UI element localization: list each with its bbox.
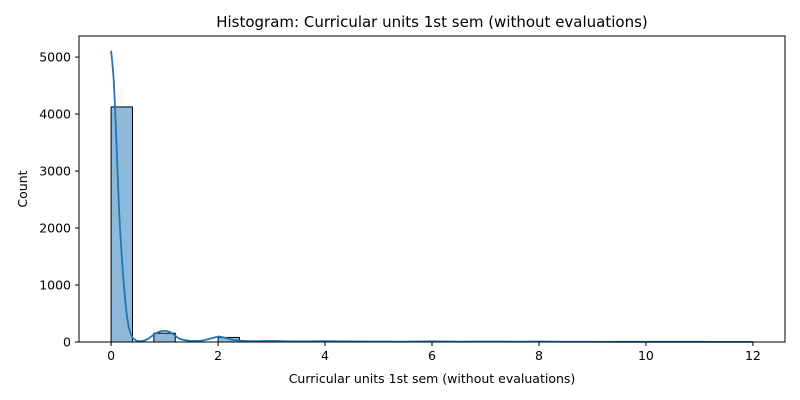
y-tick-label: 5000 <box>39 50 71 65</box>
x-axis-title: Curricular units 1st sem (without evalua… <box>289 371 576 386</box>
histogram-bar <box>110 106 133 343</box>
x-tick-label: 10 <box>638 348 654 363</box>
y-axis-title: Count <box>15 170 30 207</box>
y-tick-label: 2000 <box>39 221 71 236</box>
x-axis: 0 2 4 6 8 10 12 <box>107 342 761 363</box>
y-axis: 0 1000 2000 3000 4000 5000 <box>39 50 79 350</box>
y-tick-label: 3000 <box>39 164 71 179</box>
kde-curve <box>110 50 753 343</box>
x-tick-label: 0 <box>107 348 115 363</box>
x-tick-label: 8 <box>535 348 543 363</box>
y-tick-label: 0 <box>63 335 71 350</box>
x-tick-label: 4 <box>321 348 329 363</box>
x-tick-label: 6 <box>428 348 436 363</box>
histogram-bar <box>153 332 176 343</box>
y-tick-label: 1000 <box>39 278 71 293</box>
x-tick-label: 12 <box>745 348 761 363</box>
chart-title: Histogram: Curricular units 1st sem (wit… <box>216 13 648 31</box>
x-tick-label: 2 <box>214 348 222 363</box>
y-tick-label: 4000 <box>39 107 71 122</box>
